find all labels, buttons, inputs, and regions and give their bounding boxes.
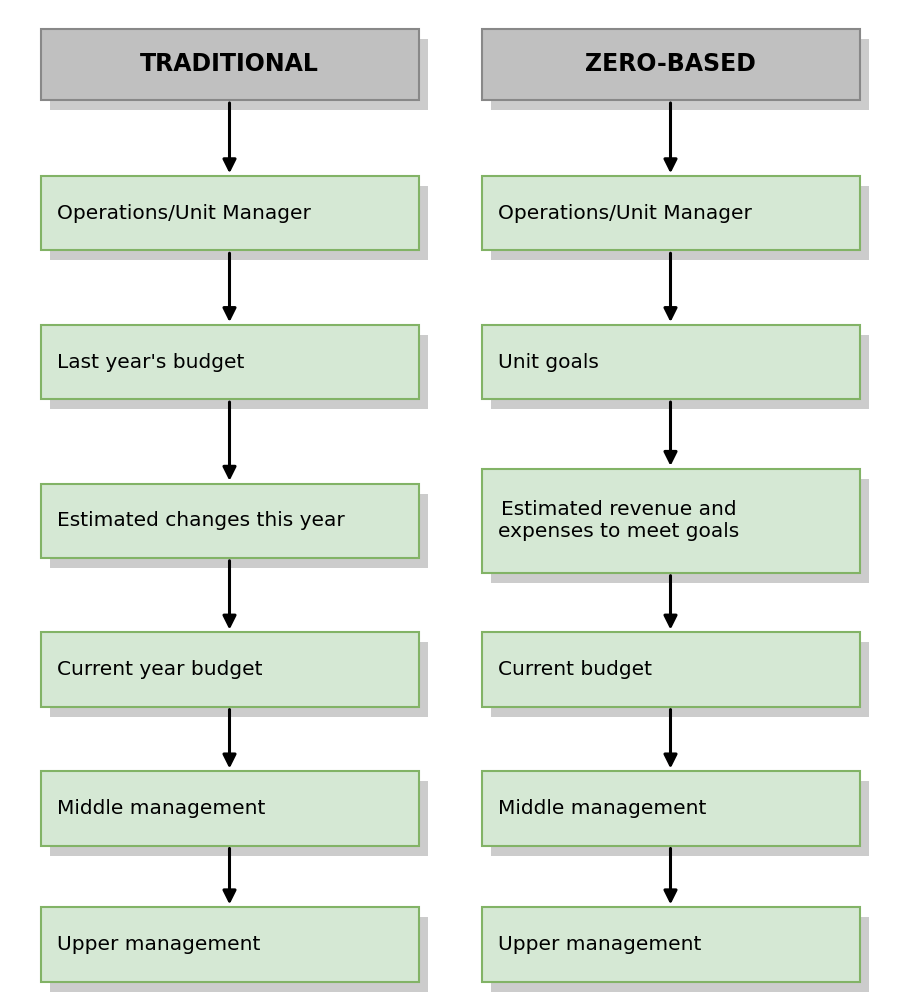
Polygon shape (40, 772, 419, 845)
Text: TRADITIONAL: TRADITIONAL (140, 53, 319, 76)
Polygon shape (40, 633, 419, 706)
Text: Operations/Unit Manager: Operations/Unit Manager (57, 203, 310, 223)
Polygon shape (50, 494, 428, 567)
Polygon shape (491, 479, 868, 583)
Polygon shape (50, 917, 428, 992)
Text: Estimated changes this year: Estimated changes this year (57, 511, 345, 531)
Polygon shape (50, 335, 428, 409)
Text: Upper management: Upper management (57, 934, 260, 954)
Polygon shape (482, 325, 860, 399)
Polygon shape (482, 633, 860, 706)
Polygon shape (50, 643, 428, 716)
Text: Estimated revenue and
expenses to meet goals: Estimated revenue and expenses to meet g… (498, 500, 739, 542)
Text: Current budget: Current budget (498, 660, 652, 680)
Polygon shape (40, 325, 419, 399)
Text: Current year budget: Current year budget (57, 660, 262, 680)
Polygon shape (40, 29, 419, 100)
Polygon shape (482, 29, 860, 100)
Polygon shape (491, 39, 868, 110)
Text: Last year's budget: Last year's budget (57, 352, 244, 372)
Polygon shape (50, 39, 428, 110)
Text: Operations/Unit Manager: Operations/Unit Manager (498, 203, 752, 223)
Polygon shape (491, 186, 868, 260)
Polygon shape (50, 782, 428, 855)
Polygon shape (482, 177, 860, 250)
Polygon shape (50, 186, 428, 260)
Text: Upper management: Upper management (498, 934, 701, 954)
Text: ZERO-BASED: ZERO-BASED (585, 53, 756, 76)
Polygon shape (482, 469, 860, 573)
Polygon shape (491, 782, 868, 855)
Polygon shape (40, 907, 419, 982)
Polygon shape (40, 484, 419, 558)
Polygon shape (491, 335, 868, 409)
Text: Middle management: Middle management (57, 799, 266, 818)
Polygon shape (491, 917, 868, 992)
Text: Unit goals: Unit goals (498, 352, 598, 372)
Polygon shape (40, 177, 419, 250)
Polygon shape (491, 643, 868, 716)
Polygon shape (482, 772, 860, 845)
Text: Middle management: Middle management (498, 799, 706, 818)
Polygon shape (482, 907, 860, 982)
